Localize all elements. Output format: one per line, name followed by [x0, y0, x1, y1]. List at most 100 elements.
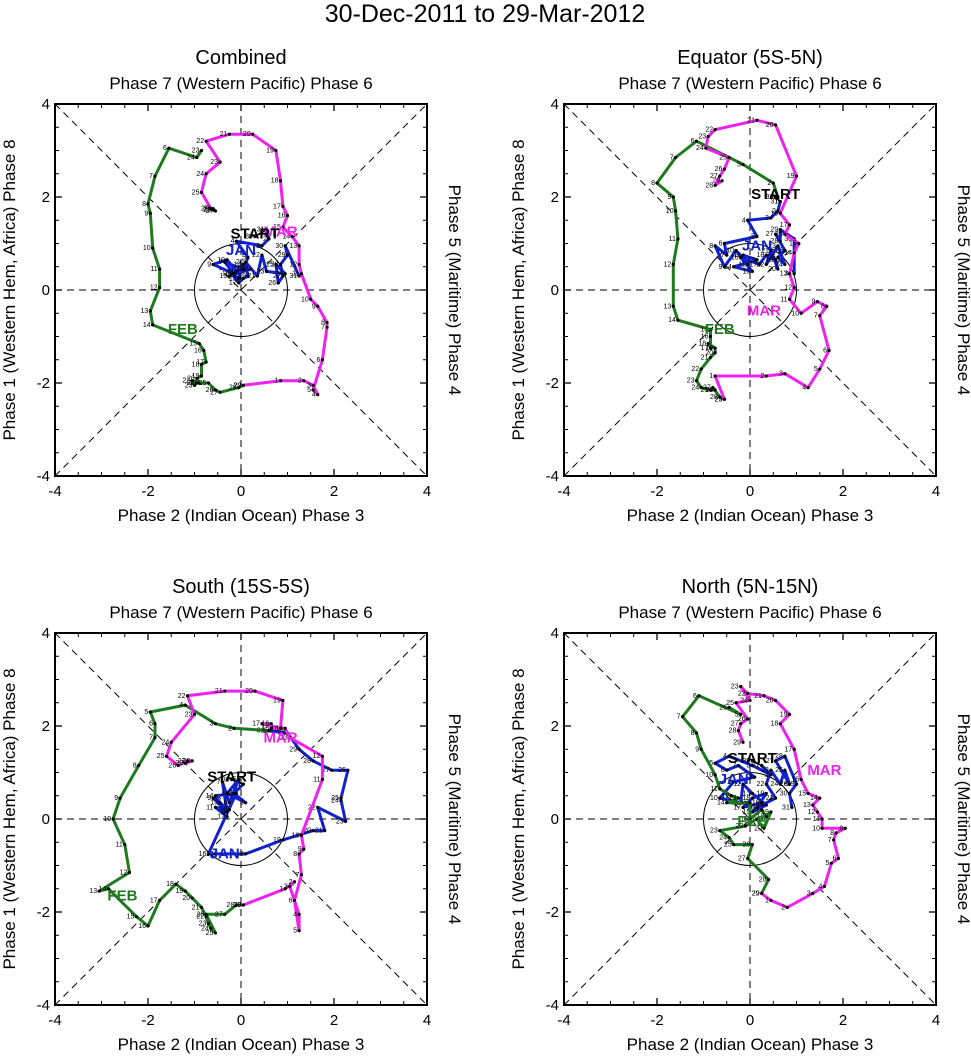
- data-point: [234, 239, 238, 243]
- data-point: [776, 244, 780, 248]
- day-label: 9: [839, 825, 843, 832]
- data-point: [297, 262, 301, 267]
- panel-title: South (15S-5S): [172, 576, 310, 598]
- day-label: 12: [808, 809, 816, 816]
- data-point: [834, 831, 838, 835]
- day-label: 23: [768, 243, 776, 250]
- right-phase-label: Phase 5 (Maritime) Phase 4: [445, 185, 464, 396]
- data-point: [211, 262, 215, 267]
- data-point: [760, 891, 764, 896]
- data-point: [283, 244, 287, 248]
- day-label: 25: [192, 189, 200, 196]
- day-label: 21: [189, 380, 197, 387]
- top-phase-label: Phase 7 (Western Pacific) Phase 6: [618, 603, 881, 622]
- day-label: 13: [280, 735, 288, 742]
- day-label: 31: [289, 273, 297, 280]
- data-point: [297, 852, 301, 856]
- day-label: 22: [736, 823, 744, 830]
- series-line-mar: [704, 118, 831, 400]
- data-point: [325, 325, 329, 329]
- data-point: [725, 253, 729, 257]
- data-point: [153, 174, 157, 178]
- day-label: 13: [729, 795, 737, 802]
- data-point: [283, 887, 287, 891]
- day-label: 8: [691, 730, 695, 737]
- series-mar: 2912345678910111213141516171819202122232…: [726, 683, 847, 911]
- day-label: 28: [705, 182, 713, 189]
- data-point: [202, 348, 206, 353]
- day-label: 6: [316, 357, 320, 364]
- data-point: [320, 358, 324, 362]
- x-tick-label: -4: [557, 483, 570, 500]
- data-point: [783, 262, 787, 267]
- day-label: 2: [263, 236, 267, 243]
- day-label: 9: [207, 795, 211, 802]
- day-label: 9: [298, 846, 302, 853]
- day-label: 28: [303, 758, 311, 765]
- day-label: 27: [738, 856, 746, 863]
- data-point: [799, 311, 803, 315]
- day-label: 16: [261, 721, 269, 728]
- day-label: 11: [738, 261, 745, 268]
- data-point: [195, 381, 199, 385]
- data-point: [297, 274, 301, 278]
- day-label: 29: [289, 746, 297, 753]
- data-point: [753, 775, 757, 779]
- data-point: [285, 253, 290, 257]
- day-label: 2: [228, 725, 232, 732]
- data-point: [190, 759, 194, 763]
- right-phase-label: Phase 5 (Maritime) Phase 4: [445, 714, 464, 925]
- data-point: [146, 924, 150, 928]
- data-point: [209, 926, 213, 930]
- y-tick-label: 0: [42, 282, 50, 299]
- day-label: 25: [768, 254, 776, 261]
- day-label: 13: [803, 802, 811, 809]
- y-tick-label: 0: [42, 811, 50, 828]
- data-point: [708, 355, 713, 360]
- data-point: [297, 244, 301, 248]
- day-label: 12: [733, 252, 741, 259]
- day-label: 7: [677, 714, 681, 721]
- day-label: 6: [691, 138, 695, 145]
- day-label: 11: [313, 776, 320, 783]
- day-label: 21: [215, 688, 223, 695]
- y-tick-label: 2: [42, 718, 50, 735]
- day-label: 10: [143, 245, 151, 252]
- day-label: 10: [705, 772, 713, 779]
- data-point: [815, 810, 820, 814]
- day-label: 19: [273, 697, 281, 704]
- data-point: [815, 300, 820, 304]
- day-label: 27: [210, 389, 218, 396]
- day-label: 7: [670, 154, 674, 161]
- data-point: [299, 873, 304, 877]
- data-point: [676, 237, 680, 241]
- data-point: [818, 796, 822, 800]
- data-point: [323, 829, 327, 833]
- data-point: [746, 218, 750, 222]
- day-label: 1: [275, 378, 279, 385]
- day-label: 7: [219, 259, 223, 266]
- day-label: 12: [150, 285, 158, 292]
- data-point: [281, 274, 285, 278]
- data-point: [183, 703, 187, 707]
- day-label: 29: [770, 227, 778, 234]
- day-label: 10: [103, 816, 111, 823]
- day-label: 22: [196, 914, 204, 921]
- day-label: 17: [206, 851, 214, 858]
- data-point: [339, 798, 343, 803]
- data-point: [151, 246, 155, 250]
- dashed-line: [54, 103, 428, 477]
- data-point: [232, 791, 236, 796]
- day-label: 7: [149, 735, 153, 742]
- day-label: 1: [765, 897, 769, 904]
- dashed-line: [54, 103, 428, 477]
- data-point: [225, 810, 229, 814]
- data-point: [843, 826, 847, 830]
- day-label: 19: [756, 790, 764, 797]
- data-point: [199, 362, 204, 366]
- day-label: 3: [779, 371, 783, 378]
- day-label: 28: [229, 385, 237, 392]
- data-point: [750, 791, 754, 796]
